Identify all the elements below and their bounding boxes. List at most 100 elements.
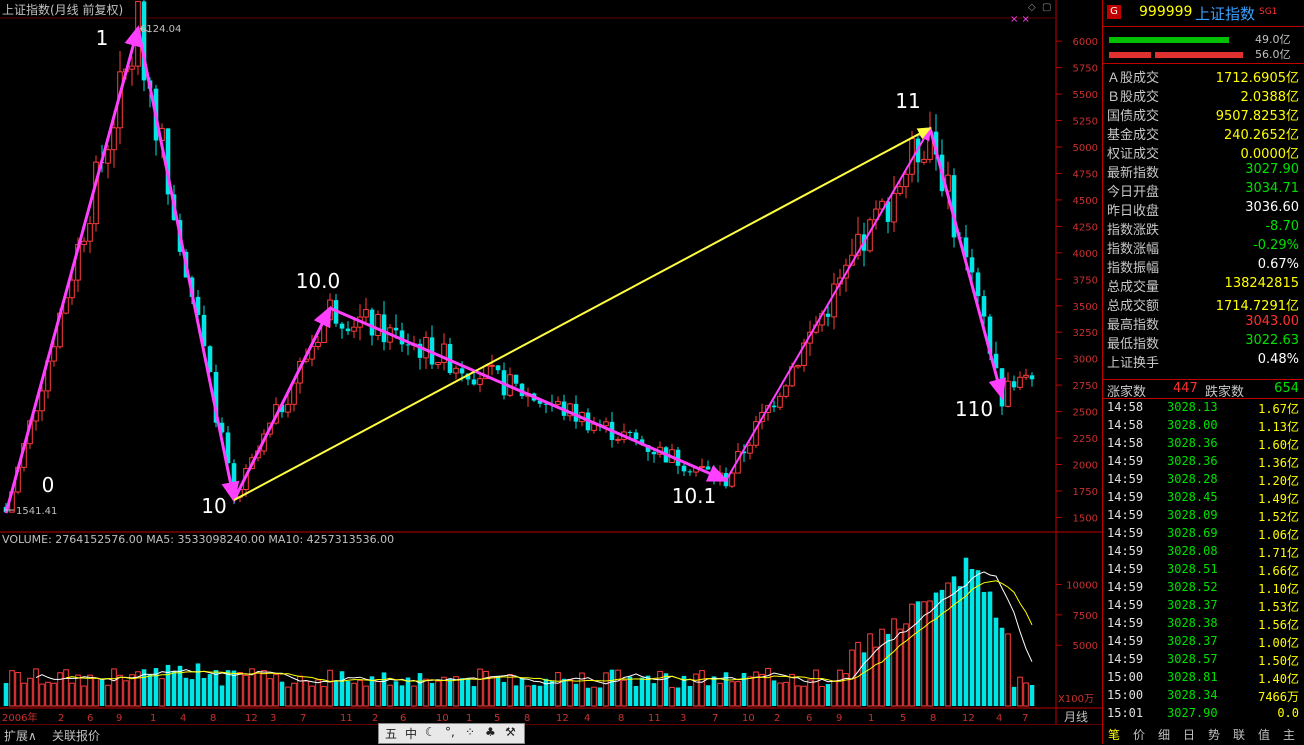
wave-line-101-11 (725, 126, 932, 481)
toolbar-icon[interactable]: 中 (405, 727, 418, 741)
panel-code: 999999 (1139, 4, 1193, 20)
expand-button[interactable]: 扩展∧ (4, 729, 37, 743)
tick-volume: 1.52亿 (1258, 510, 1299, 524)
price-axis-label: 4250 (1073, 222, 1098, 233)
panel-tab[interactable]: 笔 (1108, 728, 1121, 742)
volume-bar (189, 679, 195, 706)
volume-bar (459, 678, 465, 706)
price-axis-label: 4500 (1073, 196, 1098, 207)
panel-tab[interactable]: 联 (1233, 728, 1246, 742)
volume-bar (165, 664, 171, 706)
volume-unit-label: X100万 (1058, 694, 1094, 705)
time-axis-label: 10 (436, 713, 449, 724)
candle-body (1017, 376, 1023, 388)
candle-body (459, 368, 465, 374)
tick-price: 3028.38 (1167, 616, 1218, 630)
time-axis-label: 6 (806, 713, 812, 724)
price-axis-label: 3750 (1073, 275, 1098, 286)
tick-price: 3028.08 (1167, 544, 1218, 558)
tick-price: 3028.81 (1167, 670, 1218, 684)
toolbar-icon[interactable]: ♣ (485, 725, 496, 739)
volume-bar (651, 683, 657, 706)
candle-body (105, 149, 111, 164)
tick-volume: 1.40亿 (1258, 672, 1299, 686)
quote-panel: G 999999 上证指数 SG1 49.0亿 56.0亿 Ａ股成交 1712.6… (1102, 0, 1304, 744)
tick-price: 3028.28 (1167, 472, 1218, 486)
candle-body (399, 330, 405, 345)
candle-body (213, 371, 219, 423)
volume-bar (963, 557, 969, 706)
tick-volume: 1.06亿 (1258, 528, 1299, 542)
toolbar-icon[interactable]: ⚒ (505, 725, 516, 739)
tick-volume: 1.13亿 (1258, 420, 1299, 434)
price-axis-label: 6000 (1073, 37, 1098, 48)
tick-volume: 1.10亿 (1258, 582, 1299, 596)
toolbar-icon[interactable]: ⁘ (465, 725, 476, 739)
kline-chart[interactable]: 6000575055005250500047504500425040003750… (0, 0, 1102, 724)
stat-label: 国债成交 (1107, 109, 1160, 124)
tick-volume: 1.56亿 (1258, 618, 1299, 632)
toolbar-icon[interactable]: °, (445, 725, 455, 739)
volume-bar (63, 669, 69, 707)
related-quotes-button[interactable]: 关联报价 (52, 729, 101, 743)
toolbar-icon[interactable]: 五 (385, 727, 398, 741)
volume-bar (537, 685, 543, 706)
volume-bar (81, 685, 87, 707)
panel-tab[interactable]: 细 (1158, 728, 1171, 742)
tick-time: 14:59 (1107, 580, 1144, 594)
volume-bar (717, 682, 723, 707)
candle-body (777, 395, 783, 408)
tick-row: 15:00 3028.81 1.40亿 (1103, 670, 1303, 688)
panel-tab[interactable]: 价 (1133, 728, 1146, 742)
volume-bar (417, 673, 423, 706)
tick-row: 14:58 3028.00 1.13亿 (1103, 418, 1303, 436)
wave-label: 0 (42, 473, 55, 497)
candle-body (231, 463, 237, 498)
diamond-icon[interactable]: ◇ (1028, 2, 1036, 13)
candle-body (1005, 380, 1011, 407)
price-axis-label: 5750 (1073, 64, 1098, 75)
panel-tab[interactable]: 日 (1183, 728, 1196, 742)
panel-divider-2 (1103, 63, 1304, 64)
candle-body (831, 283, 837, 318)
tick-time: 15:01 (1107, 706, 1144, 720)
toolbar-icon[interactable]: ☾ (425, 725, 436, 739)
volume-bar (687, 685, 693, 706)
candle-body (747, 444, 753, 454)
candle-body (933, 131, 939, 155)
collapse-icon[interactable]: ▢ (1042, 2, 1052, 13)
candle-body (627, 431, 633, 433)
volume-bar (903, 623, 909, 707)
stat-row: 昨日收盘 3036.60 (1103, 200, 1303, 219)
panel-tab[interactable]: 势 (1208, 728, 1221, 742)
candle-body (51, 346, 57, 362)
tick-price: 3028.57 (1167, 652, 1218, 666)
tick-time: 14:59 (1107, 472, 1144, 486)
high-marker-label: 6124.04 (140, 24, 181, 35)
volume-bar (423, 678, 429, 707)
window-controls[interactable]: × × (1010, 14, 1030, 25)
drawing-toolbar[interactable]: 五中 ☾ °, ⁘ ♣ ⚒ (378, 723, 525, 744)
candle-body (639, 439, 645, 446)
wave-label: 10.1 (672, 484, 717, 508)
tick-time: 14:58 (1107, 436, 1144, 450)
time-axis-label: 2 (58, 713, 64, 724)
panel-tab[interactable]: 主 (1283, 728, 1296, 742)
tick-price: 3028.00 (1167, 418, 1218, 432)
volume-bar (285, 686, 291, 707)
volume-bar (909, 603, 915, 707)
volume-bar (723, 672, 729, 706)
candle-body (513, 374, 519, 384)
volume-bar (477, 668, 483, 707)
tick-row: 14:59 3028.36 1.36亿 (1103, 454, 1303, 472)
price-axis-label: 3250 (1073, 328, 1098, 339)
stat-value: 3022.63 (1245, 333, 1299, 348)
volume-bar (471, 686, 477, 706)
volume-bar (597, 687, 603, 706)
panel-tab[interactable]: 值 (1258, 728, 1271, 742)
tick-row: 14:59 3028.37 1.00亿 (1103, 634, 1303, 652)
candle-body (207, 346, 213, 372)
tick-time: 14:58 (1107, 418, 1144, 432)
volume-bar (309, 685, 315, 707)
volume-bar (435, 680, 441, 707)
